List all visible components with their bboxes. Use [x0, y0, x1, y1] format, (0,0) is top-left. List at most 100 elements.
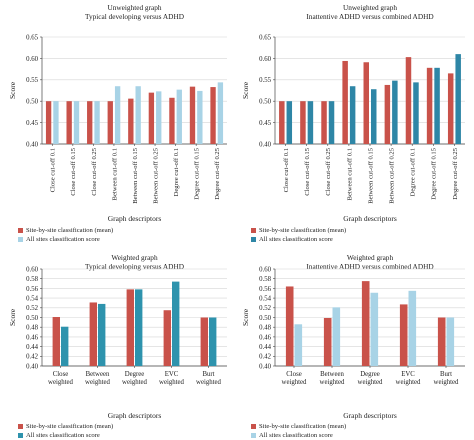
x-tick-label: Degree cut-off 0.25 — [452, 147, 459, 199]
bar-all-sites — [197, 90, 203, 144]
y-tick-label: 0.50 — [26, 99, 38, 106]
chart-legend: Site-by-site classification (mean) All si… — [251, 226, 346, 244]
bar-site-by-site — [128, 98, 134, 144]
bar-site-by-site — [189, 86, 196, 144]
y-tick-label: 0.58 — [259, 276, 271, 283]
y-tick-label: 0.40 — [259, 141, 271, 148]
bar-site-by-site — [148, 92, 155, 144]
bar-site-by-site — [384, 84, 391, 144]
bar-site-by-site — [285, 286, 294, 366]
bar-all-sites — [286, 101, 293, 144]
x-tick-label: Between weighted — [320, 371, 346, 386]
x-axis-label: Graph descriptors — [108, 214, 162, 223]
y-tick-label: 0.54 — [26, 296, 38, 303]
y-tick-label: 0.48 — [259, 325, 271, 332]
bar-all-sites — [209, 317, 217, 366]
bar-all-sites — [135, 289, 143, 366]
legend-label: All sites classification score — [26, 432, 100, 439]
chart-title: Unweighted graph — [343, 3, 397, 12]
x-tick-label-line: weighted — [196, 379, 222, 386]
bar-all-sites — [98, 303, 106, 366]
x-tick-label-line: weighted — [85, 379, 111, 386]
chart-title: Weighted graph — [347, 253, 394, 262]
x-tick-label: EVC weighted — [396, 371, 422, 386]
chart-title: Unweighted graph — [107, 3, 161, 12]
x-tick-label: Degree cut-off 0.25 — [214, 147, 221, 199]
bar-site-by-site — [89, 302, 97, 366]
bar-site-by-site — [426, 67, 433, 144]
y-tick-label: 0.54 — [259, 296, 271, 303]
y-tick-label: 0.42 — [259, 354, 271, 361]
chart-legend: Site-by-site classification (mean) All si… — [251, 422, 346, 440]
y-tick-label: 0.58 — [26, 276, 38, 283]
legend-item: Site-by-site classification (mean) — [251, 422, 346, 431]
bar-all-sites — [307, 101, 314, 144]
bar-site-by-site — [87, 101, 93, 144]
y-tick-label: 0.60 — [259, 56, 271, 63]
legend-swatch — [251, 424, 256, 429]
y-tick-label: 0.52 — [26, 305, 38, 312]
bar-site-by-site — [279, 101, 285, 144]
x-tick-label: Close weighted — [48, 371, 74, 386]
bar-all-sites — [61, 326, 69, 366]
bar-all-sites — [114, 86, 121, 144]
y-tick-label: 0.40 — [26, 363, 38, 370]
y-axis-label: Score — [241, 308, 250, 326]
bar-site-by-site — [323, 317, 332, 366]
chart-panel-unweighted-inattentive: Unweighted graph Inattentive ADHD versus … — [237, 0, 474, 250]
legend-item: All sites classification score — [251, 431, 346, 440]
chart-panel-weighted-typical: Weighted graph Typical developing versus … — [0, 250, 237, 439]
x-tick-label-line: EVC — [401, 371, 415, 378]
bar-all-sites — [94, 101, 100, 144]
x-tick-label-line: weighted — [434, 379, 460, 386]
y-axis-label: Score — [8, 308, 17, 326]
chart-subtitle: Inattentive ADHD versus combined ADHD — [306, 262, 433, 271]
x-tick-label-line: Burt — [440, 371, 452, 378]
y-tick-label: 0.52 — [259, 305, 271, 312]
chart-legend: Site-by-site classification (mean) All si… — [18, 422, 113, 440]
x-tick-label: Degree cut-off 0.15 — [431, 147, 438, 199]
y-tick-label: 0.56 — [26, 286, 38, 293]
x-tick-label: EVC weighted — [159, 371, 185, 386]
x-tick-label: Burt weighted — [434, 371, 460, 386]
bar-site-by-site — [361, 281, 370, 366]
x-tick-label-line: weighted — [358, 379, 384, 386]
legend-label: Site-by-site classification (mean) — [26, 423, 114, 430]
bar-all-sites — [332, 307, 341, 366]
bar-all-sites — [434, 67, 440, 144]
bar-site-by-site — [437, 317, 446, 366]
bar-all-sites — [135, 86, 141, 144]
chart-panel-unweighted-typical: Unweighted graph Typical developing versu… — [0, 0, 237, 250]
x-tick-label: Between cut-off 0.15 — [132, 147, 139, 203]
x-tick-label: Burt weighted — [196, 371, 222, 386]
bar-site-by-site — [363, 62, 369, 144]
legend-item: All sites classification score — [18, 431, 113, 440]
bar-all-sites — [370, 292, 379, 366]
bar-site-by-site — [163, 310, 171, 366]
x-tick-label: Close cut-off 0.15 — [70, 147, 77, 195]
bar-all-sites — [349, 86, 356, 144]
x-axis-label: Graph descriptors — [108, 411, 162, 420]
y-tick-label: 0.45 — [26, 120, 38, 127]
bar-site-by-site — [405, 57, 412, 145]
y-tick-label: 0.50 — [259, 315, 271, 322]
x-tick-label: Between cut-off 0.1 — [111, 148, 118, 200]
legend-label: All sites classification score — [259, 432, 333, 439]
bar-site-by-site — [447, 73, 454, 144]
y-tick-label: 0.50 — [26, 315, 38, 322]
y-tick-label: 0.44 — [26, 344, 38, 351]
bar-site-by-site — [399, 304, 408, 366]
x-tick-label: Close cut-off 0.1 — [283, 148, 290, 192]
bar-all-sites — [217, 82, 224, 144]
legend-item: Site-by-site classification (mean) — [18, 422, 113, 431]
chart-panel-weighted-inattentive: Weighted graph Inattentive ADHD versus co… — [237, 250, 474, 439]
y-tick-label: 0.45 — [259, 120, 271, 127]
x-tick-label: Between cut-off 0.25 — [152, 147, 159, 203]
bar-site-by-site — [66, 101, 72, 144]
x-tick-label-line: Close — [53, 371, 68, 378]
x-tick-label-line: weighted — [48, 379, 74, 386]
y-tick-label: 0.48 — [26, 325, 38, 332]
legend-swatch — [18, 424, 23, 429]
x-tick-label-line: weighted — [282, 379, 308, 386]
